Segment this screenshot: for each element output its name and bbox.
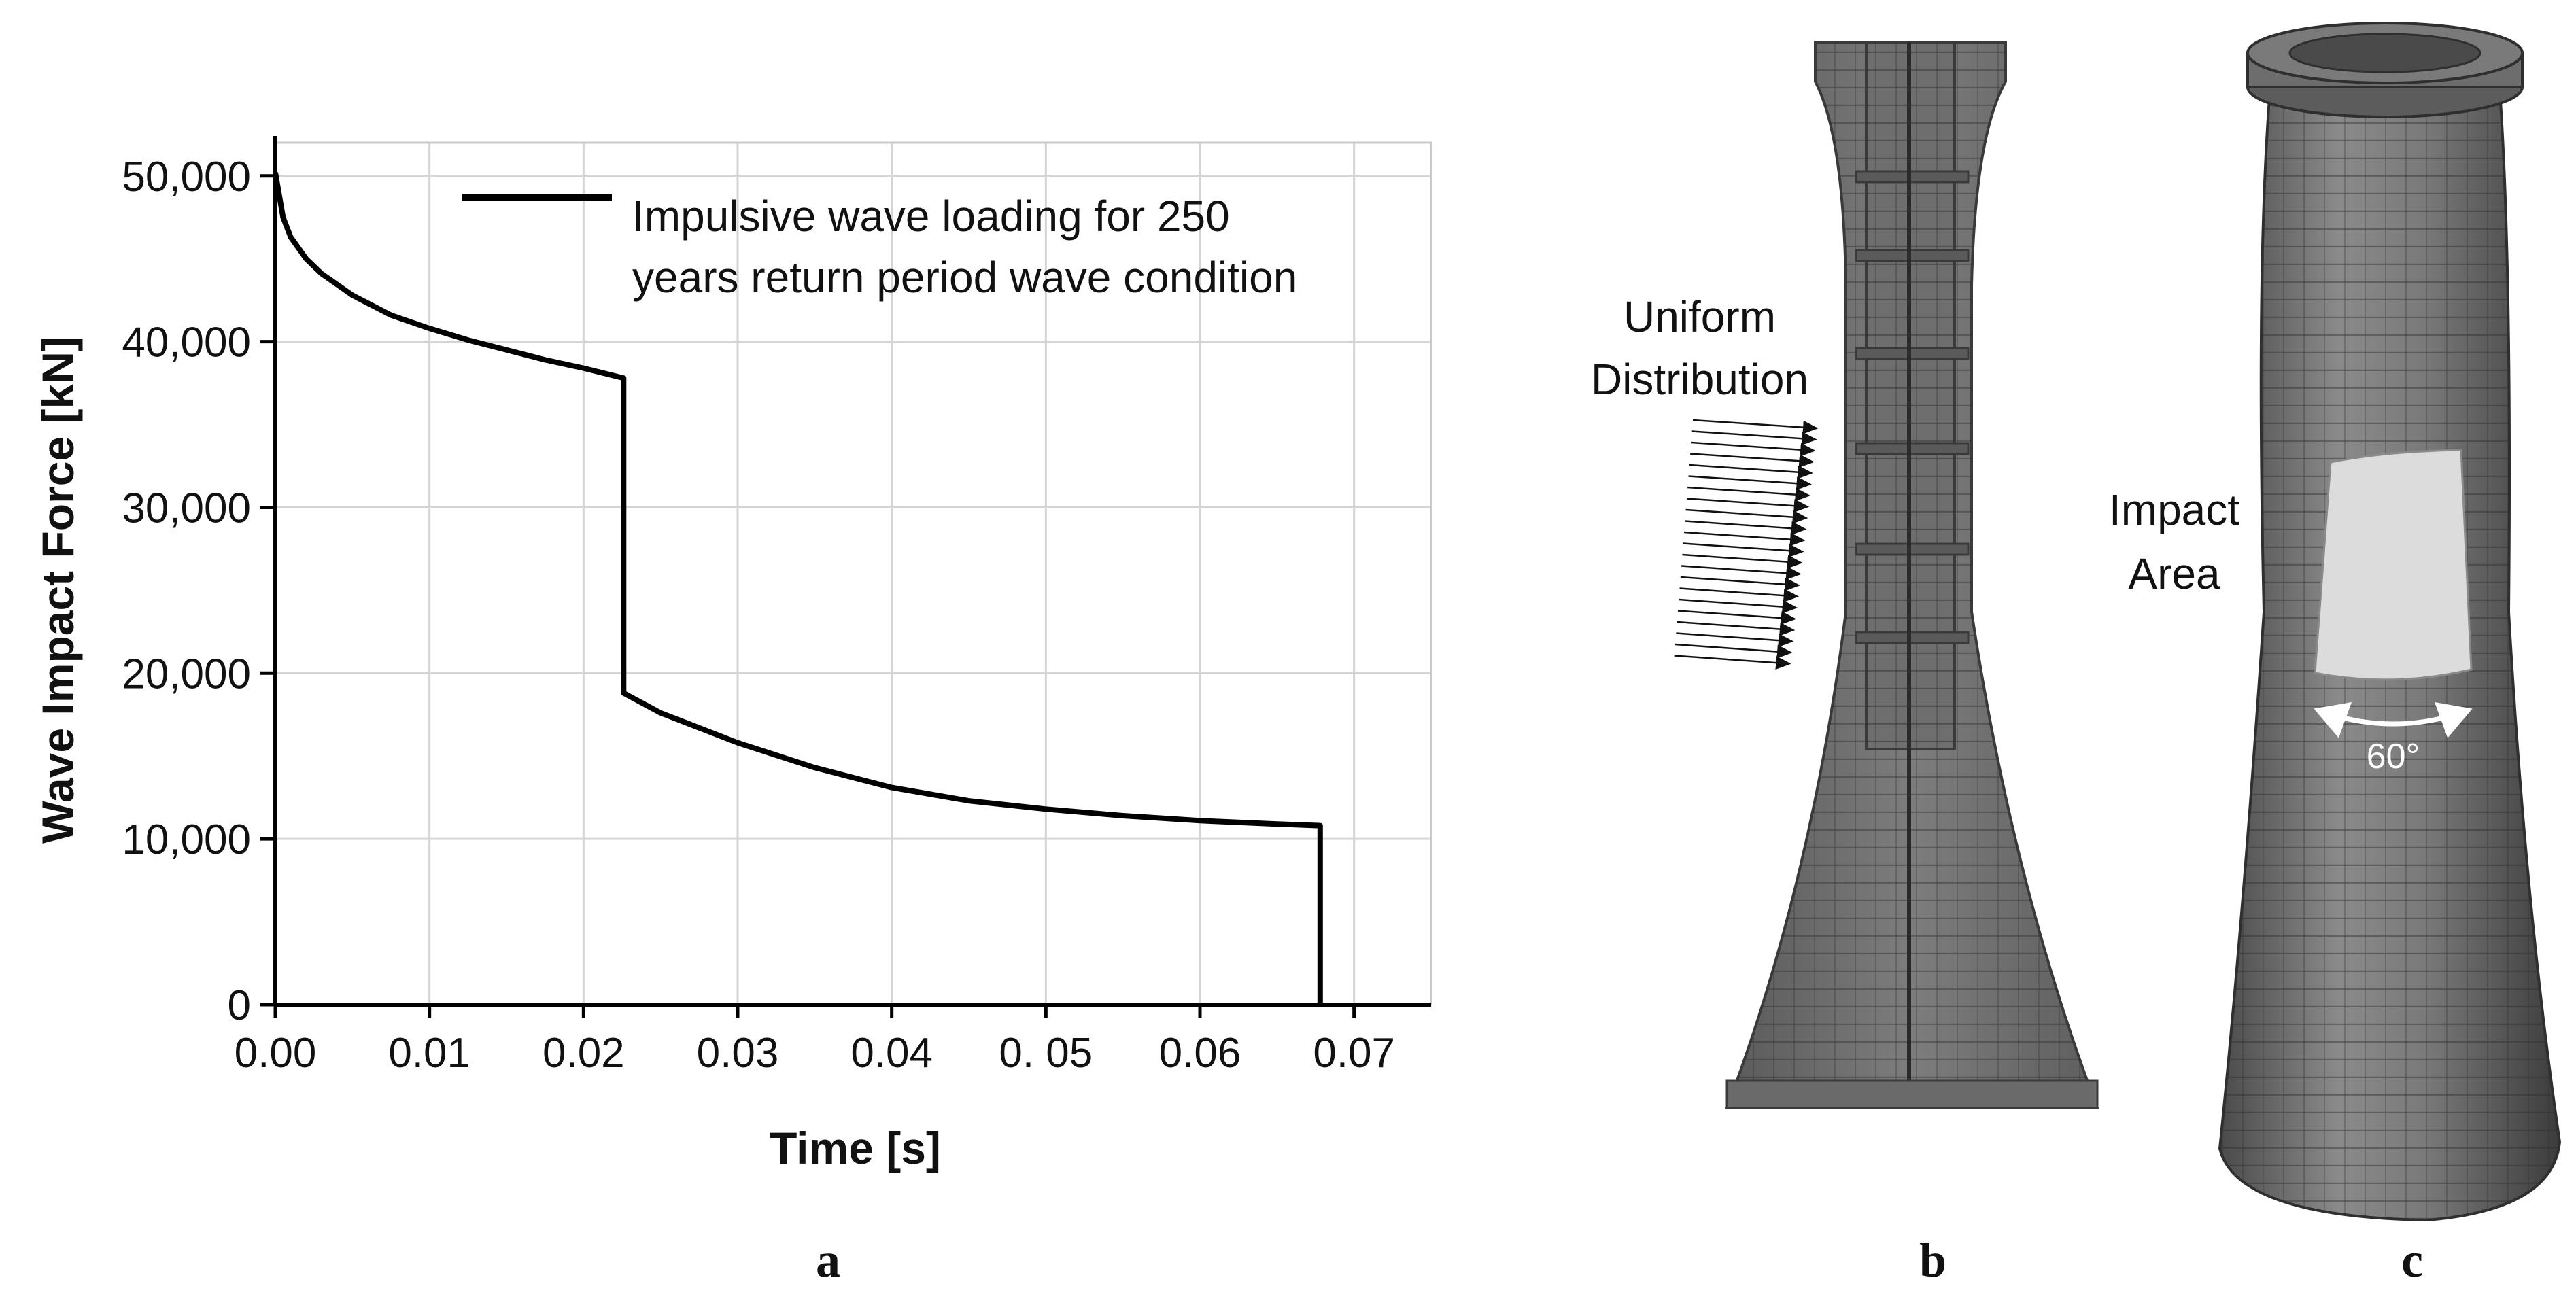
x-tick-label-7: 0.07 <box>1313 1030 1395 1077</box>
load-arrow-4 <box>1689 464 1813 479</box>
load-arrow-10 <box>1683 531 1806 547</box>
x-tick-label-4: 0.04 <box>851 1030 933 1077</box>
load-arrow-18 <box>1677 621 1796 636</box>
load-arrow-15 <box>1679 587 1799 603</box>
load-arrow-3 <box>1690 453 1815 468</box>
impact-area-line-1: Impact <box>2109 485 2239 534</box>
load-arrow-14 <box>1680 576 1800 591</box>
tower-section-model: Uniform Distribution b <box>1591 41 2099 1287</box>
load-arrow-12 <box>1682 553 1803 569</box>
legend-line-1: Impulsive wave loading for 250 <box>632 192 1230 241</box>
x-axis-label: Time [s] <box>770 1123 941 1173</box>
load-arrow-20 <box>1675 643 1793 659</box>
x-tick-label-1: 0.01 <box>388 1030 470 1077</box>
x-tick-label-0: 0.00 <box>235 1030 317 1077</box>
load-arrow-8 <box>1685 508 1808 524</box>
load-arrow-1 <box>1691 430 1817 446</box>
x-axis-ticks: 0.00 0.01 0.02 0.03 0.04 0. 05 0.06 0.07 <box>235 1005 1395 1077</box>
y-tick-label-1: 10,000 <box>122 816 251 863</box>
load-arrow-5 <box>1688 475 1812 491</box>
y-axis-ticks: 0 10,000 20,000 30,000 40,000 50,000 <box>122 154 275 1029</box>
impact-area-line-2: Area <box>2128 549 2220 598</box>
uniform-load-arrows <box>1674 419 1819 670</box>
panel-label-a: a <box>816 1233 840 1287</box>
impact-area-patch <box>2314 449 2473 681</box>
panel-label-c: c <box>2401 1233 2423 1287</box>
load-arrow-11 <box>1683 542 1804 558</box>
y-tick-label-0: 0 <box>228 982 251 1029</box>
legend: Impulsive wave loading for 250 years ret… <box>462 192 1297 302</box>
y-axis-label: Wave Impact Force [kN] <box>33 336 83 844</box>
angle-label: 60° <box>2367 737 2420 776</box>
tower-3d-model: 60° Impact Area c <box>2109 22 2562 1287</box>
load-arrow-7 <box>1686 498 1810 513</box>
legend-line-2: years return period wave condition <box>632 253 1297 302</box>
x-tick-label-5: 0. 05 <box>999 1030 1093 1077</box>
load-arrow-0 <box>1692 419 1819 434</box>
load-arrow-17 <box>1677 610 1797 625</box>
load-arrow-19 <box>1676 632 1794 648</box>
y-tick-label-3: 30,000 <box>122 485 251 532</box>
wave-impact-chart: 0 10,000 20,000 30,000 40,000 50,000 0.00 0.01… <box>33 136 1432 1287</box>
panel-label-b: b <box>1919 1233 1946 1287</box>
x-tick-label-3: 0.03 <box>697 1030 779 1077</box>
plot-area <box>275 143 1431 1005</box>
axes <box>273 136 1431 1007</box>
uniform-distribution-line-2: Distribution <box>1591 355 1808 404</box>
load-arrow-21 <box>1674 655 1791 670</box>
load-arrow-9 <box>1685 520 1807 536</box>
series-line-0 <box>273 172 1323 1005</box>
y-tick-label-4: 40,000 <box>122 319 251 366</box>
load-arrow-13 <box>1681 565 1802 580</box>
load-arrow-6 <box>1687 486 1811 502</box>
series-layer <box>273 172 1323 1005</box>
y-tick-label-2: 20,000 <box>122 650 251 697</box>
x-tick-label-6: 0.06 <box>1159 1030 1241 1077</box>
x-tick-label-2: 0.02 <box>543 1030 625 1077</box>
load-arrow-16 <box>1679 598 1798 614</box>
load-arrow-2 <box>1691 441 1816 457</box>
angle-arc-icon <box>2314 702 2473 738</box>
y-tick-label-5: 50,000 <box>122 154 251 201</box>
uniform-distribution-line-1: Uniform <box>1624 292 1776 341</box>
